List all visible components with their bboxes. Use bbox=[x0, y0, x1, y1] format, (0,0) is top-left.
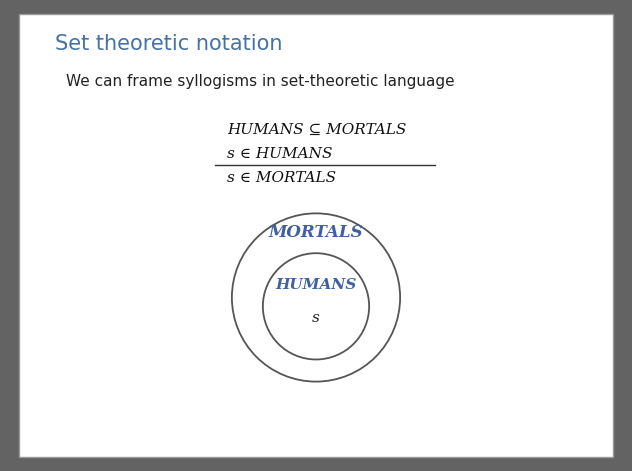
Text: MORTALS: MORTALS bbox=[269, 225, 363, 242]
Text: s: s bbox=[312, 311, 320, 325]
Text: s ∈ MORTALS: s ∈ MORTALS bbox=[227, 171, 336, 185]
Text: s ∈ HUMANS: s ∈ HUMANS bbox=[227, 147, 332, 161]
Text: HUMANS ⊆ MORTALS: HUMANS ⊆ MORTALS bbox=[227, 122, 406, 137]
Ellipse shape bbox=[263, 253, 369, 359]
Text: Set theoretic notation: Set theoretic notation bbox=[54, 34, 282, 54]
Ellipse shape bbox=[232, 213, 400, 382]
Text: HUMANS: HUMANS bbox=[276, 277, 356, 292]
Text: We can frame syllogisms in set-theoretic language: We can frame syllogisms in set-theoretic… bbox=[66, 74, 455, 89]
